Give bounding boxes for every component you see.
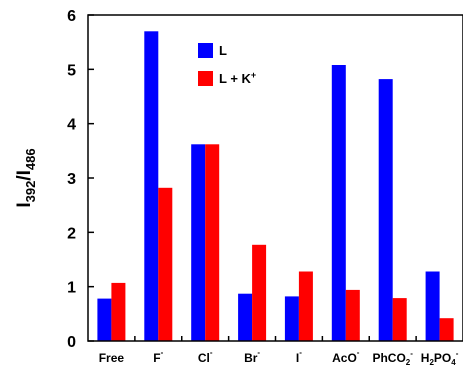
y-tick-label: 1 [67,280,76,297]
x-category-label: Cl- [198,348,213,365]
bar-l-k-3 [252,244,267,341]
bar-l-k-2 [205,144,220,341]
bar-l-7 [425,271,440,341]
bar-l-5 [331,65,346,341]
legend-label-l: L [219,43,227,58]
y-tick-label: 6 [67,8,76,25]
plot-frame [87,14,463,342]
x-axis-ticks [134,336,417,341]
x-category-label: Free [99,351,125,365]
bar-l-k-4 [298,271,313,341]
x-axis-labels: Free F- Cl- Br- I- AcO- PhCO2- H2PO4- [99,348,459,366]
y-tick-label: 0 [67,334,76,351]
x-category-label: F- [153,348,163,365]
legend-swatch-l-k [198,71,213,86]
x-category-label: PhCO2- [372,349,413,366]
x-category-label: I- [296,348,302,365]
bar-l-k-6 [392,298,407,341]
x-category-label: AcO- [332,348,360,365]
y-tick-label: 2 [67,225,76,242]
y-tick-label: 3 [67,171,76,188]
y-axis-label: I392/I486 [14,148,38,207]
x-category-label: Br- [244,348,260,365]
bar-l-k-7 [439,318,454,341]
bar-l-3 [238,293,253,341]
bars-group [97,31,454,342]
bar-l-1 [144,31,159,342]
y-tick-label: 4 [67,117,76,134]
legend-swatch-l [198,43,213,58]
bar-l-2 [191,144,206,341]
bar-l-4 [284,296,299,341]
legend-label-l-k: L + K+ [219,70,256,86]
bar-l-0 [97,298,112,341]
x-category-label: H2PO4- [421,349,459,366]
bar-l-k-0 [111,282,126,341]
legend: L L + K+ [198,43,256,86]
bar-l-k-5 [345,289,360,341]
bar-l-k-1 [158,187,173,341]
bar-l-6 [378,79,393,341]
y-axis-ticks: 0 1 2 3 4 5 6 [67,8,94,351]
y-tick-label: 5 [67,62,76,79]
